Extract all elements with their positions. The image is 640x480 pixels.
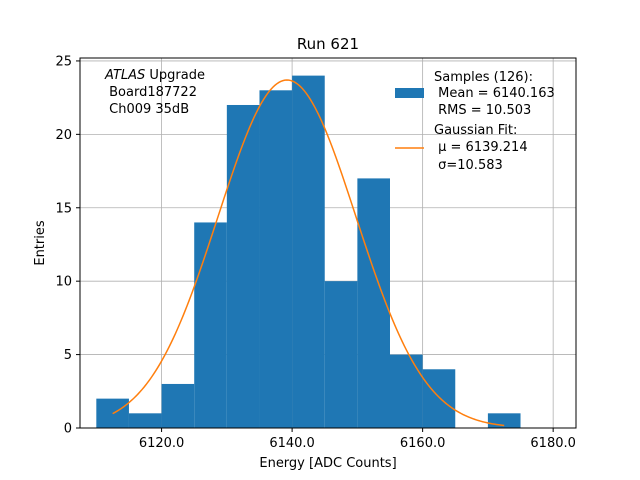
y-tick-label-0: 0 (64, 422, 72, 437)
annotation-line-3: Ch009 35dB (105, 102, 189, 117)
annotation-line-2: Board187722 (105, 85, 197, 100)
legend-samples-line-2: Mean = 6140.163 (434, 86, 555, 101)
histogram-bar-8 (357, 178, 390, 428)
y-tick-label-3: 15 (55, 201, 72, 216)
legend-fit-line-1: Gaussian Fit: (434, 123, 517, 138)
x-tick-label-1: 6140.0 (269, 436, 315, 451)
histogram-bars (96, 75, 521, 429)
x-axis-label: Energy [ADC Counts] (259, 456, 396, 471)
x-tick-label-0: 6120.0 (139, 436, 185, 451)
histogram-bar-3 (194, 222, 227, 428)
annotation-atlas: ATLAS (104, 68, 145, 83)
gaussian-fit-curve (112, 79, 505, 427)
y-tick-label-2: 10 (55, 275, 72, 290)
y-tick-label-1: 5 (64, 348, 72, 363)
histogram-bar-2 (161, 383, 195, 428)
histogram-bar-9 (390, 354, 423, 428)
axis-ticks: 6120.0 6140.0 6160.0 6180.0 0 5 10 15 20 25 (55, 54, 575, 451)
histogram-bar-4 (226, 104, 260, 428)
plot-frame (79, 57, 577, 429)
histogram-bar-10 (422, 369, 456, 428)
histogram-bar-1 (128, 413, 162, 428)
y-tick-label-5: 25 (55, 54, 72, 69)
x-tick-label-3: 6180.0 (530, 436, 576, 451)
legend: Samples (126): Mean = 6140.163 RMS = 10.… (395, 70, 555, 173)
histogram-bar-6 (292, 75, 325, 428)
x-tick-label-2: 6160.0 (400, 436, 446, 451)
legend-fit-line-2: μ = 6139.214 (434, 140, 528, 155)
legend-fit-line-3: σ=10.583 (434, 158, 503, 173)
y-axis-label: Entries (33, 220, 48, 266)
annotation-line-1: ATLAS Upgrade (104, 68, 205, 83)
y-tick-label-4: 20 (55, 128, 72, 143)
annotation-upgrade: Upgrade (145, 68, 205, 83)
histogram-bar-12 (487, 413, 521, 428)
legend-samples-line-3: RMS = 10.503 (434, 103, 531, 118)
histogram-bar-5 (259, 90, 293, 429)
legend-swatch-samples (395, 88, 424, 98)
histogram-bar-7 (324, 281, 358, 428)
chart-title: Run 621 (297, 35, 359, 53)
legend-samples-line-1: Samples (126): (434, 70, 533, 85)
atlas-annotation: ATLAS Upgrade Board187722 Ch009 35dB (104, 68, 205, 117)
